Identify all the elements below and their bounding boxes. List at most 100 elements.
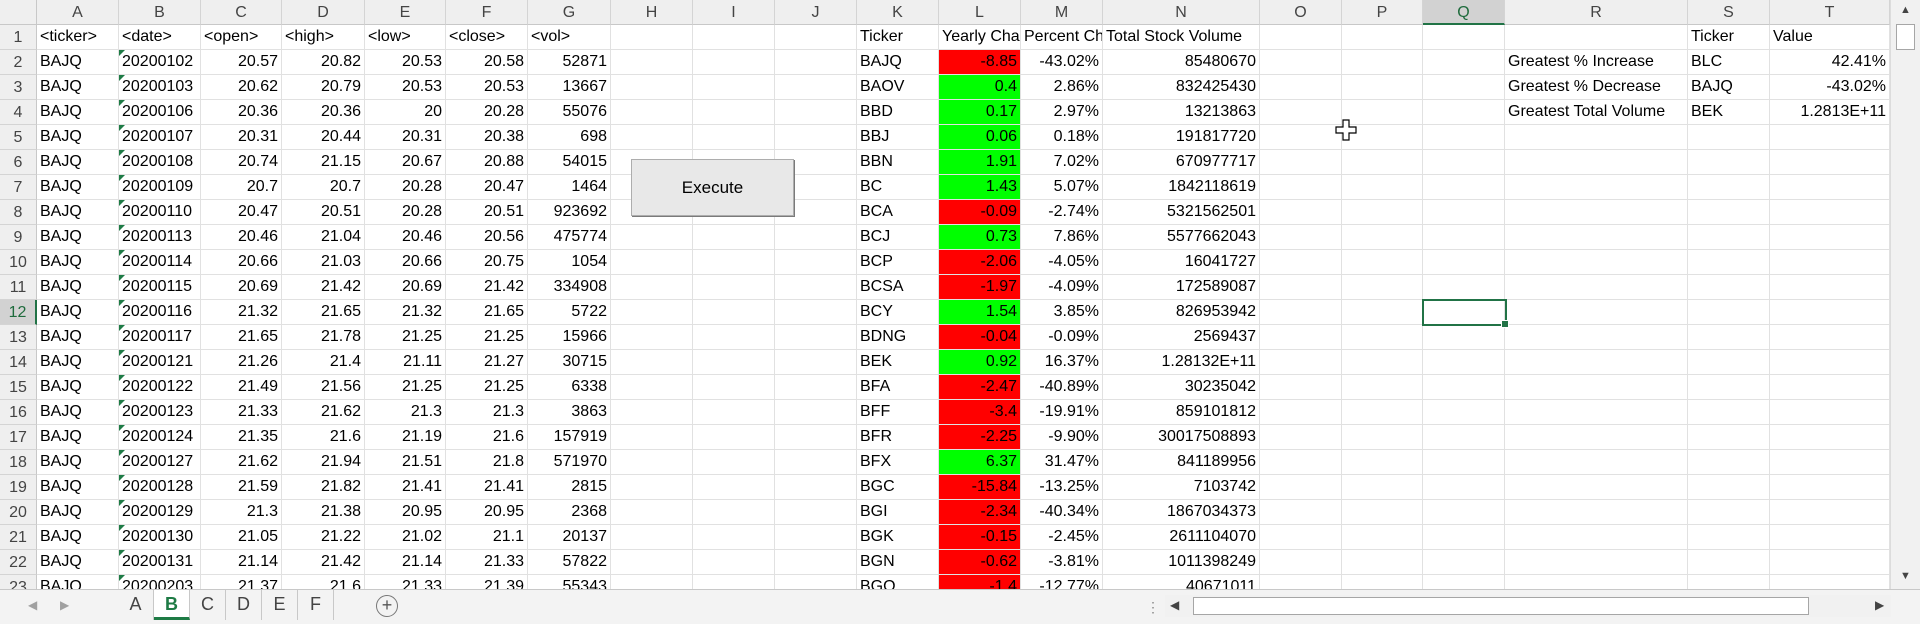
cell-t7[interactable] <box>1770 175 1890 200</box>
total-volume-cell[interactable]: 13213863 <box>1103 100 1260 125</box>
cell-h11[interactable] <box>611 275 693 300</box>
price-cell[interactable]: 5722 <box>528 300 611 325</box>
scroll-right-icon[interactable]: ▶ <box>1875 598 1885 612</box>
cell-h19[interactable] <box>611 475 693 500</box>
cell-r17[interactable] <box>1505 425 1688 450</box>
raw-header-cell[interactable]: <high> <box>282 25 365 50</box>
total-volume-cell[interactable]: 191817720 <box>1103 125 1260 150</box>
next-sheet-icon[interactable]: ▶ <box>60 598 70 612</box>
ticker-cell[interactable]: BAJQ <box>37 200 119 225</box>
price-cell[interactable]: 20.28 <box>446 100 528 125</box>
row-header-8[interactable]: 8 <box>0 200 37 225</box>
cell-i14[interactable] <box>693 350 775 375</box>
cell-r19[interactable] <box>1505 475 1688 500</box>
cell-o16[interactable] <box>1260 400 1342 425</box>
add-sheet-icon[interactable]: + <box>376 595 398 617</box>
price-cell[interactable]: 21.82 <box>282 475 365 500</box>
greatest-ticker-cell[interactable]: BLC <box>1688 50 1770 75</box>
price-cell[interactable]: 21.04 <box>282 225 365 250</box>
cell-j2[interactable] <box>775 50 857 75</box>
cell-s11[interactable] <box>1688 275 1770 300</box>
price-cell[interactable]: 21.05 <box>201 525 282 550</box>
cell-j12[interactable] <box>775 300 857 325</box>
total-volume-cell[interactable]: 2611104070 <box>1103 525 1260 550</box>
price-cell[interactable]: 21.42 <box>282 275 365 300</box>
summary-ticker-cell[interactable]: BCSA <box>857 275 939 300</box>
cell-t9[interactable] <box>1770 225 1890 250</box>
summary-ticker-cell[interactable]: BGK <box>857 525 939 550</box>
cell-q10[interactable] <box>1423 250 1505 275</box>
date-cell[interactable]: 20200103 <box>119 75 201 100</box>
cell-t22[interactable] <box>1770 550 1890 575</box>
yearly-change-cell[interactable]: -0.15 <box>939 525 1021 550</box>
price-cell[interactable]: 20.36 <box>282 100 365 125</box>
summary-ticker-cell[interactable]: BGN <box>857 550 939 575</box>
cell-s6[interactable] <box>1688 150 1770 175</box>
cell-h21[interactable] <box>611 525 693 550</box>
column-header-j[interactable]: J <box>775 0 857 25</box>
cell-i2[interactable] <box>693 50 775 75</box>
date-cell[interactable]: 20200109 <box>119 175 201 200</box>
cell-s13[interactable] <box>1688 325 1770 350</box>
yearly-change-cell[interactable]: -8.85 <box>939 50 1021 75</box>
greatest-value-cell[interactable]: -43.02% <box>1770 75 1890 100</box>
cell-r5[interactable] <box>1505 125 1688 150</box>
raw-header-cell[interactable]: <low> <box>365 25 446 50</box>
price-cell[interactable]: 21.39 <box>446 575 528 589</box>
price-cell[interactable]: 923692 <box>528 200 611 225</box>
cell-q19[interactable] <box>1423 475 1505 500</box>
price-cell[interactable]: 21.3 <box>201 500 282 525</box>
summary-ticker-cell[interactable]: BGC <box>857 475 939 500</box>
price-cell[interactable]: 20.53 <box>365 75 446 100</box>
yearly-change-cell[interactable]: -1.4 <box>939 575 1021 589</box>
price-cell[interactable]: 21.37 <box>201 575 282 589</box>
cell-s23[interactable] <box>1688 575 1770 589</box>
row-header-12[interactable]: 12 <box>0 300 37 325</box>
column-header-q[interactable]: Q <box>1423 0 1505 25</box>
cell-s12[interactable] <box>1688 300 1770 325</box>
ticker-cell[interactable]: BAJQ <box>37 525 119 550</box>
price-cell[interactable]: 20.62 <box>201 75 282 100</box>
date-cell[interactable]: 20200124 <box>119 425 201 450</box>
cell-s17[interactable] <box>1688 425 1770 450</box>
horizontal-scrollbar[interactable]: ◀ ▶ <box>1165 595 1891 617</box>
price-cell[interactable]: 52871 <box>528 50 611 75</box>
percent-change-cell[interactable]: -3.81% <box>1021 550 1103 575</box>
row-header-1[interactable]: 1 <box>0 25 37 50</box>
price-cell[interactable]: 21.42 <box>282 550 365 575</box>
price-cell[interactable]: 20.38 <box>446 125 528 150</box>
total-volume-cell[interactable]: 5577662043 <box>1103 225 1260 250</box>
cell-j7[interactable] <box>775 175 857 200</box>
row-header-15[interactable]: 15 <box>0 375 37 400</box>
yearly-change-cell[interactable]: -2.06 <box>939 250 1021 275</box>
cell-p16[interactable] <box>1342 400 1423 425</box>
cell-t5[interactable] <box>1770 125 1890 150</box>
yearly-change-cell[interactable]: 0.06 <box>939 125 1021 150</box>
ticker-cell[interactable]: BAJQ <box>37 400 119 425</box>
row-header-10[interactable]: 10 <box>0 250 37 275</box>
total-volume-cell[interactable]: 30017508893 <box>1103 425 1260 450</box>
date-cell[interactable]: 20200123 <box>119 400 201 425</box>
cell-o14[interactable] <box>1260 350 1342 375</box>
total-volume-cell[interactable]: 2569437 <box>1103 325 1260 350</box>
fill-handle[interactable] <box>1501 320 1509 328</box>
ticker-cell[interactable]: BAJQ <box>37 550 119 575</box>
ticker-cell[interactable]: BAJQ <box>37 575 119 589</box>
total-volume-cell[interactable]: 172589087 <box>1103 275 1260 300</box>
percent-change-cell[interactable]: -2.45% <box>1021 525 1103 550</box>
cell-q22[interactable] <box>1423 550 1505 575</box>
row-header-19[interactable]: 19 <box>0 475 37 500</box>
price-cell[interactable]: 21.33 <box>365 575 446 589</box>
row-header-2[interactable]: 2 <box>0 50 37 75</box>
cell-s14[interactable] <box>1688 350 1770 375</box>
price-cell[interactable]: 20.46 <box>201 225 282 250</box>
cell-s21[interactable] <box>1688 525 1770 550</box>
cell-t23[interactable] <box>1770 575 1890 589</box>
cell-r15[interactable] <box>1505 375 1688 400</box>
cell-t8[interactable] <box>1770 200 1890 225</box>
cell-j8[interactable] <box>775 200 857 225</box>
cell-o18[interactable] <box>1260 450 1342 475</box>
total-volume-cell[interactable]: 5321562501 <box>1103 200 1260 225</box>
cell-r10[interactable] <box>1505 250 1688 275</box>
cell-h23[interactable] <box>611 575 693 589</box>
